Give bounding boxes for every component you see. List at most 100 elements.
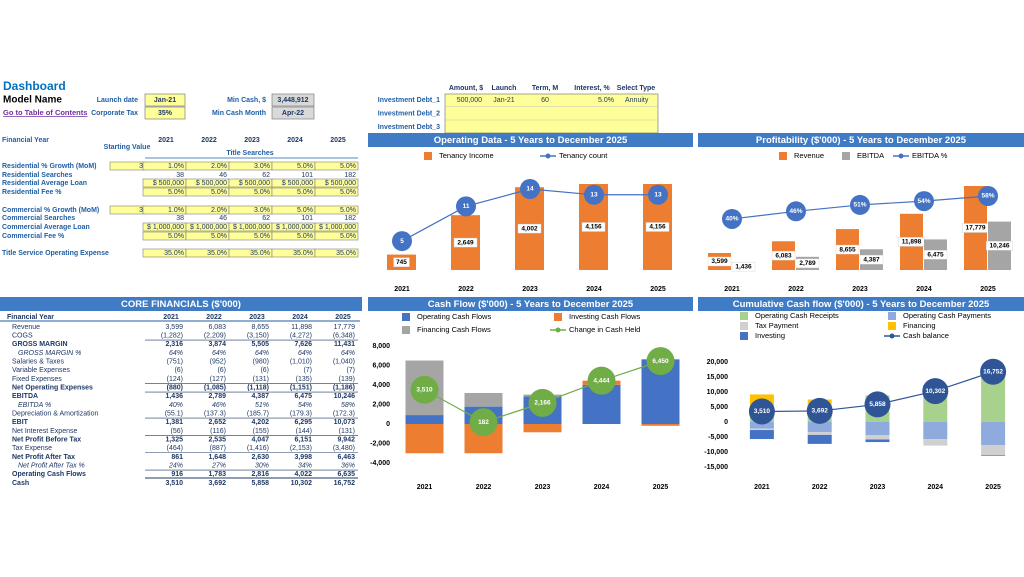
x-tick-label: 2021 bbox=[417, 484, 433, 491]
x-tick-label: 2025 bbox=[653, 484, 669, 491]
legend-swatch bbox=[842, 152, 850, 160]
legend-swatch bbox=[740, 332, 748, 340]
section-header bbox=[698, 297, 1024, 311]
bar-label: 8,655 bbox=[839, 246, 856, 253]
row-cell: 9,942 bbox=[337, 437, 355, 444]
year: 2023 bbox=[249, 314, 265, 321]
bar-label: 4,156 bbox=[585, 224, 602, 231]
row-cell: 2,535 bbox=[208, 437, 226, 444]
row-cell: (3,480) bbox=[333, 445, 355, 452]
row-label: Net Profit Before Tax bbox=[12, 437, 81, 444]
line-point bbox=[748, 398, 775, 425]
x-tick-label: 2021 bbox=[724, 286, 740, 293]
input-value: Apr-22 bbox=[282, 110, 304, 117]
point-label: 58% bbox=[981, 193, 994, 200]
row-cell: (6) bbox=[174, 367, 183, 374]
x-tick-label: 2024 bbox=[928, 484, 944, 491]
line-point bbox=[864, 391, 891, 418]
assumption-cell: 5.0% bbox=[168, 233, 184, 240]
year: 2024 bbox=[287, 137, 303, 144]
year: 2021 bbox=[163, 314, 179, 321]
row-cell: 2,789 bbox=[208, 393, 226, 400]
x-tick-label: 2025 bbox=[985, 484, 1001, 491]
row-cell: 5,505 bbox=[251, 341, 269, 348]
row-cell: (155) bbox=[253, 428, 269, 435]
investment-label: Investment Debt_2 bbox=[378, 110, 440, 117]
assumption-label: Commercial % Growth (MoM) bbox=[2, 207, 99, 214]
start-value: 3 bbox=[139, 207, 143, 214]
legend-label: Tenancy count bbox=[559, 151, 608, 160]
assumption-label: Residential Fee % bbox=[2, 189, 62, 196]
assumption-label: Commercial Average Loan bbox=[2, 224, 90, 231]
bar-segment bbox=[981, 422, 1006, 445]
x-tick-label: 2024 bbox=[916, 286, 932, 293]
assumption-cell: 5.0% bbox=[254, 189, 270, 196]
assumption-cell: $ 500,000 bbox=[282, 180, 313, 187]
assumption-cell: 5.0% bbox=[340, 233, 356, 240]
input-value: 35% bbox=[158, 110, 173, 117]
bar-segment bbox=[807, 432, 832, 435]
toc-link[interactable]: Go to Table of Contents bbox=[3, 108, 87, 117]
label-box bbox=[517, 223, 542, 234]
legend-swatch bbox=[554, 313, 562, 321]
point-label: 46% bbox=[789, 208, 802, 215]
year: 2021 bbox=[158, 137, 174, 144]
assumption-cell: 5.0% bbox=[168, 189, 184, 196]
investment-label: Investment Debt_1 bbox=[378, 97, 440, 104]
line-point bbox=[922, 378, 949, 405]
y-tick-label: 2,000 bbox=[372, 401, 390, 408]
row-cell: 16,752 bbox=[334, 480, 356, 487]
row-label: EBITDA bbox=[12, 393, 38, 400]
row-cell: 4,022 bbox=[294, 471, 312, 478]
point-label: 10,302 bbox=[925, 388, 945, 395]
y-tick-label: 0 bbox=[724, 419, 728, 426]
point-label: 13 bbox=[654, 192, 662, 199]
row-cell: 11,898 bbox=[291, 324, 312, 331]
row-cell: (1,282) bbox=[161, 333, 183, 340]
assumption-cell: 5.0% bbox=[254, 233, 270, 240]
legend-swatch bbox=[402, 326, 410, 334]
assumption-cell: 5.0% bbox=[340, 163, 356, 170]
input-box bbox=[271, 106, 315, 120]
assumption-label: Title Service Operating Expense bbox=[2, 250, 109, 257]
row-label: GROSS MARGIN % bbox=[18, 350, 81, 357]
row-cell: (131) bbox=[339, 428, 355, 435]
x-tick-label: 2022 bbox=[458, 286, 474, 293]
row-cell: 3,692 bbox=[208, 480, 226, 487]
input-box bbox=[144, 93, 186, 107]
row-cell: 7,626 bbox=[294, 341, 312, 348]
row-cell: 36% bbox=[341, 463, 355, 470]
assumption-cell: 5.0% bbox=[297, 163, 313, 170]
input-cell bbox=[314, 231, 359, 241]
row-label: Variable Expenses bbox=[12, 367, 70, 374]
point-label: 2,166 bbox=[534, 400, 551, 407]
bar-label: 17,779 bbox=[966, 225, 986, 232]
row-cell: 10,302 bbox=[291, 480, 313, 487]
input-label: Min Cash Month bbox=[212, 110, 266, 117]
assumption-cell: 35.0% bbox=[336, 250, 356, 257]
section-title: Title Searches bbox=[226, 150, 273, 157]
assumption-cell: 5.0% bbox=[211, 233, 227, 240]
label-box bbox=[393, 257, 410, 267]
legend-swatch bbox=[740, 312, 748, 320]
row-cell: (135) bbox=[296, 376, 312, 383]
bar-label: 6,083 bbox=[775, 252, 792, 259]
row-cell: 3,599 bbox=[165, 324, 183, 331]
section-title: Profitability ($'000) - 5 Years to Decem… bbox=[756, 135, 967, 146]
assumption-cell: 5.0% bbox=[340, 189, 356, 196]
input-label: Launch date bbox=[97, 97, 138, 104]
row-cell: (980) bbox=[253, 359, 269, 366]
row-cell: 6,083 bbox=[208, 324, 226, 331]
bar-segment bbox=[807, 434, 832, 444]
row-label: COGS bbox=[12, 333, 33, 340]
dashboard-title: Dashboard bbox=[3, 79, 66, 93]
row-cell: (116) bbox=[210, 428, 226, 435]
x-tick-label: 2024 bbox=[586, 286, 602, 293]
line-point bbox=[528, 388, 557, 417]
x-tick-label: 2023 bbox=[535, 484, 551, 491]
assumption-cell: 3.0% bbox=[254, 207, 270, 214]
row-label: GROSS MARGIN bbox=[12, 341, 68, 348]
bar-label: 2,649 bbox=[457, 239, 474, 246]
assumption-label: Commercial Searches bbox=[2, 215, 75, 222]
input-cell bbox=[314, 161, 359, 171]
